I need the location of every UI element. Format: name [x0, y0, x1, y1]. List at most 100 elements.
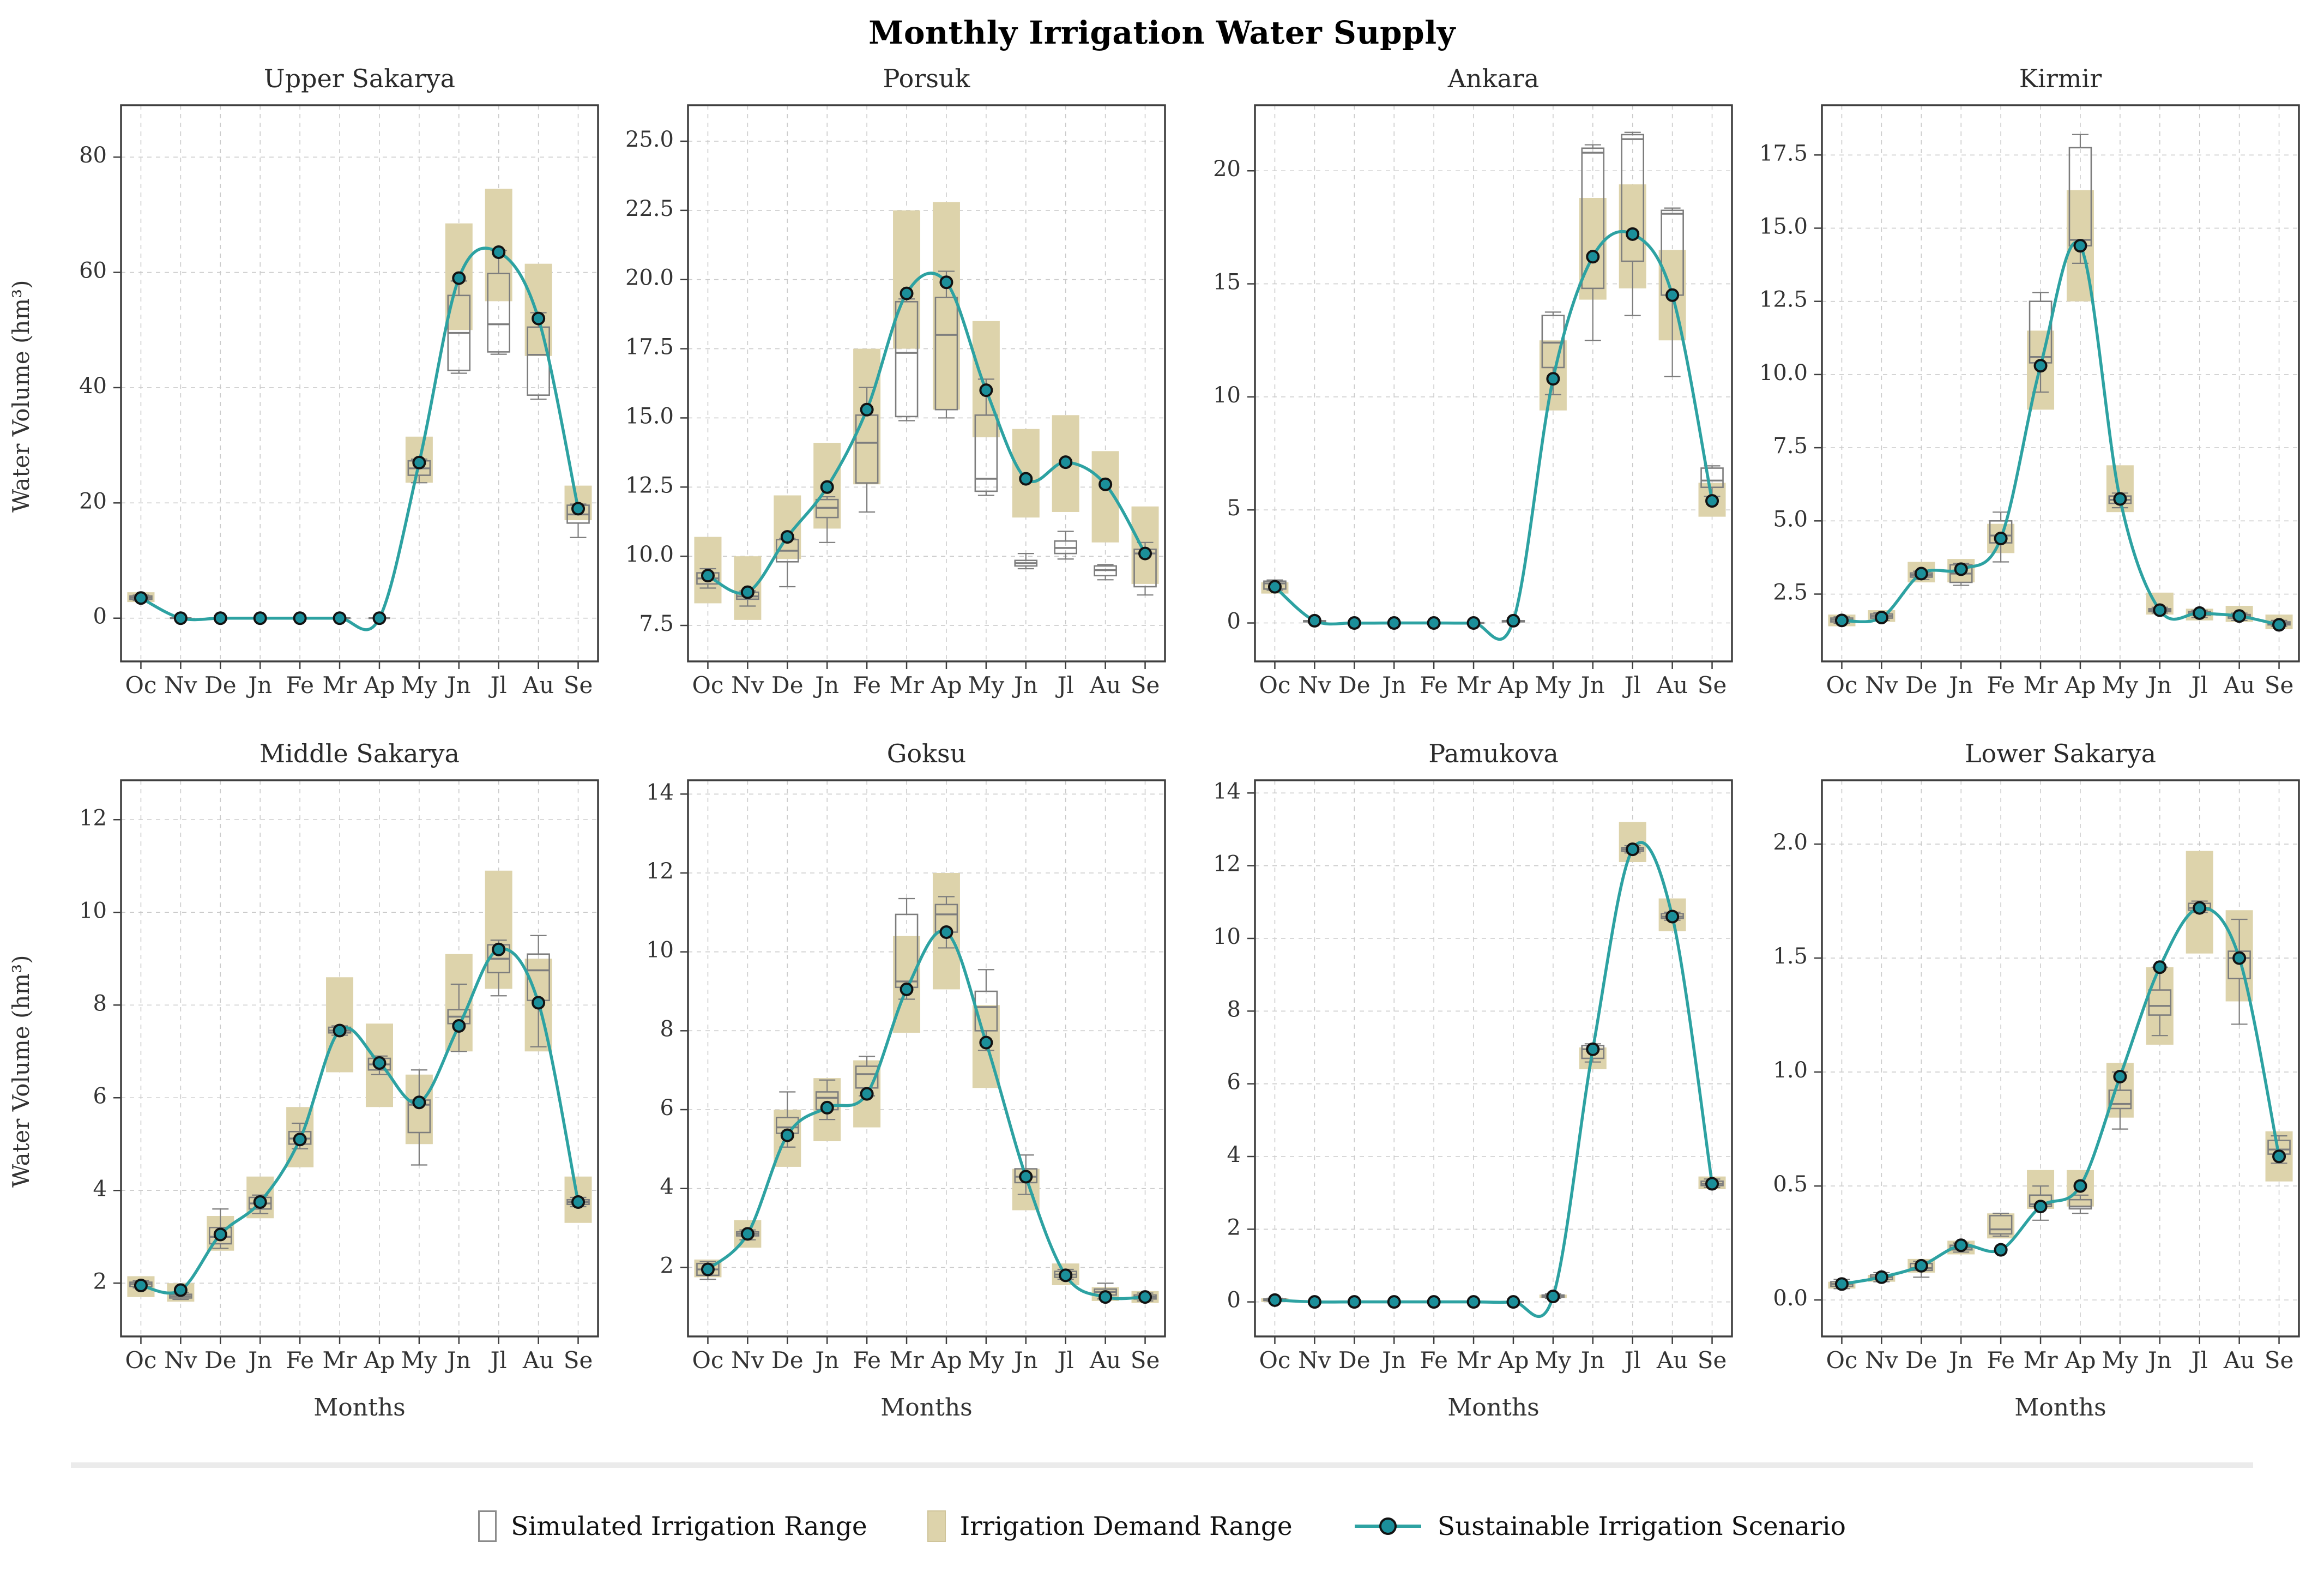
chart-canvas-middle-sakarya: 2 4 6 8 10 12 Oc Nv De Jn Fe Mr Ap My Jn Jl Au Se Middle S… [39, 734, 606, 1432]
axis-frame [120, 104, 599, 662]
svg-text:14: 14 [646, 780, 674, 805]
svg-text:Oc: Oc [1826, 1347, 1857, 1374]
subplot-lower-sakarya: 0.0 0.5 1.0 1.5 2.0 Oc Nv De Jn Fe Mr Ap My Jn Jl Au Se L… [1740, 734, 2307, 1432]
x-axis-label-middle-sakarya: Months [313, 1394, 405, 1422]
scenario-markers [701, 275, 1152, 599]
scenario-markers [134, 942, 585, 1297]
svg-text:De: De [1338, 1347, 1371, 1374]
simulated-range-swatch-icon [478, 1510, 497, 1542]
axis-ticks-and-labels: 0 20 40 60 80 Oc Nv De Jn Fe Mr Ap My Jn Jl Au Se [79, 143, 593, 698]
svg-text:Ap: Ap [2064, 1347, 2096, 1374]
svg-text:Jn: Jn [246, 672, 272, 698]
svg-text:12: 12 [646, 859, 674, 884]
svg-text:Ap: Ap [363, 1347, 395, 1374]
svg-text:My: My [968, 672, 1005, 698]
svg-text:60: 60 [79, 258, 107, 284]
svg-text:Mr: Mr [2023, 672, 2058, 698]
svg-text:0.0: 0.0 [1773, 1286, 1808, 1311]
svg-text:De: De [771, 672, 804, 698]
svg-text:8: 8 [93, 991, 107, 1016]
svg-text:12: 12 [1213, 852, 1241, 877]
svg-text:Mr: Mr [2023, 1347, 2058, 1374]
subplot-title-pamukova: Pamukova [1428, 739, 1559, 768]
svg-text:15.0: 15.0 [1759, 214, 1808, 239]
svg-text:My: My [2102, 1347, 2139, 1374]
svg-text:Jl: Jl [488, 672, 507, 698]
svg-text:Oc: Oc [125, 1347, 156, 1374]
scenario-line [706, 929, 1147, 1300]
svg-text:Mr: Mr [322, 672, 357, 698]
svg-text:My: My [401, 1347, 438, 1374]
x-axis-label-lower-sakarya: Months [2014, 1394, 2106, 1422]
svg-text:6: 6 [1227, 1070, 1241, 1095]
svg-text:Mr: Mr [322, 1347, 357, 1374]
svg-text:Jl: Jl [2189, 1347, 2208, 1374]
svg-text:Au: Au [1089, 1347, 1121, 1374]
svg-text:5.0: 5.0 [1773, 507, 1808, 532]
svg-text:Jn: Jn [1012, 1347, 1038, 1374]
scenario-markers [1267, 842, 1719, 1309]
svg-text:80: 80 [79, 143, 107, 168]
svg-text:0: 0 [1227, 1288, 1241, 1313]
svg-text:7.5: 7.5 [1773, 433, 1808, 459]
svg-text:Fe: Fe [1987, 672, 2015, 698]
svg-text:Jl: Jl [2189, 672, 2208, 698]
scenario-markers [1267, 227, 1719, 630]
svg-text:Oc: Oc [1259, 1347, 1290, 1374]
axis-ticks-and-labels: 2 4 6 8 10 12 14 Oc Nv De Jn Fe Mr Ap My Jn Jl Au Se [646, 780, 1160, 1374]
scenario-line-swatch-icon [1354, 1517, 1421, 1535]
svg-text:25.0: 25.0 [625, 127, 674, 152]
svg-text:Jl: Jl [1622, 1347, 1641, 1374]
scenario-markers [701, 925, 1152, 1304]
svg-text:0.5: 0.5 [1773, 1172, 1808, 1197]
axis-ticks-and-labels: 0 2 4 6 8 10 12 14 Oc Nv De Jn Fe Mr Ap My Jn Jl Au Se [1213, 779, 1727, 1374]
subplot-porsuk: 7.5 10.0 12.5 15.0 17.5 20.0 22.5 25.0 Oc Nv De Jn F… [606, 59, 1173, 708]
legend-item-scenario: Sustainable Irrigation Scenario [1353, 1511, 1846, 1541]
svg-text:2: 2 [93, 1269, 107, 1294]
chart-canvas-kirmir: 2.5 5.0 7.5 10.0 12.5 15.0 17.5 Oc Nv De Jn Fe Mr Ap M… [1740, 59, 2307, 708]
subplot-ankara: 0 5 10 15 20 Oc Nv De Jn Fe Mr Ap My Jn Jl Au Se Ankara [1173, 59, 1740, 708]
svg-text:10: 10 [79, 898, 107, 923]
svg-text:Mr: Mr [1456, 1347, 1491, 1374]
scenario-line [139, 246, 580, 631]
svg-text:Fe: Fe [286, 1347, 314, 1374]
axis-frame [1821, 104, 2300, 662]
svg-text:Nv: Nv [1298, 672, 1331, 698]
svg-text:5: 5 [1227, 496, 1241, 521]
subplot-title-porsuk: Porsuk [883, 64, 971, 93]
svg-text:20.0: 20.0 [625, 266, 674, 291]
svg-text:My: My [1535, 1347, 1572, 1374]
svg-text:12.5: 12.5 [625, 473, 674, 498]
svg-text:Fe: Fe [853, 1347, 881, 1374]
subplot-title-lower-sakarya: Lower Sakarya [1965, 739, 2156, 768]
svg-text:Oc: Oc [1259, 672, 1290, 698]
svg-text:Nv: Nv [731, 1347, 764, 1374]
svg-text:Ap: Ap [930, 1347, 962, 1374]
svg-text:7.5: 7.5 [639, 611, 674, 636]
gridlines [121, 105, 598, 661]
svg-text:20: 20 [1213, 156, 1241, 182]
svg-text:Jl: Jl [1055, 1347, 1074, 1374]
svg-text:20: 20 [79, 489, 107, 514]
chart-canvas-upper-sakarya: 0 20 40 60 80 Oc Nv De Jn Fe Mr Ap My Jn Jl Au Se Upper S… [39, 59, 606, 708]
svg-text:10.0: 10.0 [1759, 360, 1808, 386]
svg-text:My: My [2102, 672, 2139, 698]
y-axis-label-row2: Water Volume (hm³) [8, 955, 34, 1188]
scenario-markers [134, 245, 585, 625]
svg-text:Jn: Jn [1012, 672, 1038, 698]
svg-text:Nv: Nv [164, 672, 197, 698]
subplot-title-upper-sakarya: Upper Sakarya [264, 64, 455, 93]
svg-text:15: 15 [1213, 270, 1241, 295]
subplot-kirmir: 2.5 5.0 7.5 10.0 12.5 15.0 17.5 Oc Nv De Jn Fe Mr Ap M… [1740, 59, 2307, 708]
axis-frame [1821, 779, 2300, 1338]
scenario-markers [1834, 239, 2286, 632]
svg-text:Fe: Fe [853, 672, 881, 698]
gridlines [1255, 780, 1732, 1336]
svg-text:Oc: Oc [125, 672, 156, 698]
svg-text:10: 10 [1213, 383, 1241, 408]
svg-text:2.0: 2.0 [1773, 830, 1808, 855]
svg-text:1.5: 1.5 [1773, 944, 1808, 969]
svg-text:6: 6 [660, 1095, 674, 1121]
svg-text:Ap: Ap [1497, 1347, 1529, 1374]
y-axis-label-row1: Water Volume (hm³) [8, 280, 34, 513]
